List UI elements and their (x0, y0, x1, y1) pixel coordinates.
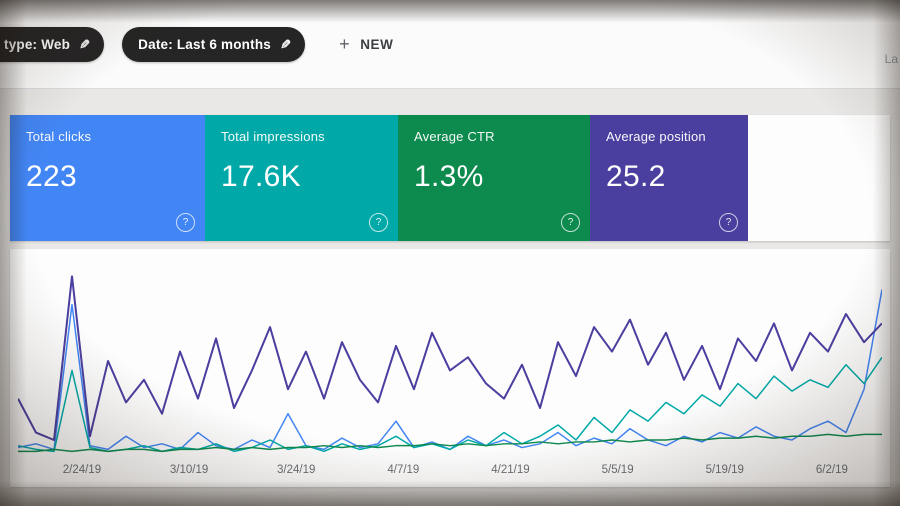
x-tick-label: 4/7/19 (387, 464, 420, 476)
x-tick-label: 2/24/19 (62, 464, 102, 476)
help-icon[interactable]: ? (719, 213, 738, 232)
card-value: 223 (26, 160, 77, 193)
series-line-average-position (18, 275, 882, 441)
date-filter-label: Date: Last 6 months (138, 36, 271, 52)
x-axis-tick-labels: 2/24/19 3/10/19 3/24/19 4/7/19 4/21/19 5/5/19… (18, 459, 882, 485)
card-title: Total clicks (26, 129, 92, 144)
x-tick-label: 5/5/19 (601, 464, 634, 476)
x-tick-label: 4/21/19 (491, 464, 530, 476)
search-type-filter-chip[interactable]: type: Web ✎ (0, 26, 105, 62)
search-type-filter-label: type: Web (4, 36, 71, 52)
help-icon[interactable]: ? (369, 213, 388, 232)
new-filter-button[interactable]: + NEW (333, 33, 399, 56)
average-ctr-card[interactable]: Average CTR 1.3% ? (398, 115, 590, 241)
edit-pencil-icon: ✎ (279, 36, 292, 52)
edit-pencil-icon: ✎ (79, 36, 91, 52)
x-tick-label: 3/10/19 (169, 464, 209, 476)
card-title: Total impressions (221, 129, 325, 144)
metric-cards-row: Total clicks 223 ? Total impressions 17.… (10, 115, 890, 241)
x-tick-label: 3/24/19 (277, 464, 316, 476)
x-tick-label: 6/2/19 (815, 464, 848, 476)
performance-report: Total clicks 223 ? Total impressions 17.… (0, 89, 900, 487)
help-icon[interactable]: ? (176, 213, 195, 232)
average-position-card[interactable]: Average position 25.2 ? (590, 115, 748, 241)
card-value: 25.2 (606, 160, 666, 193)
total-clicks-card[interactable]: Total clicks 223 ? (10, 115, 205, 241)
total-impressions-card[interactable]: Total impressions 17.6K ? (205, 115, 398, 241)
card-title: Average position (606, 129, 706, 144)
help-icon[interactable]: ? (561, 213, 580, 232)
top-bar: type: Web ✎ Date: Last 6 months ✎ + NEW … (0, 0, 900, 89)
last-updated-truncated-text: La (884, 52, 898, 66)
x-tick-label: 5/19/19 (705, 464, 744, 476)
performance-line-chart (18, 275, 882, 453)
card-value: 17.6K (221, 160, 301, 193)
date-filter-chip[interactable]: Date: Last 6 months ✎ (122, 26, 306, 62)
new-filter-label: NEW (360, 36, 394, 52)
cards-row-filler (748, 115, 890, 241)
plus-icon: + (339, 33, 351, 54)
card-title: Average CTR (414, 129, 495, 144)
performance-chart-card: 2/24/19 3/10/19 3/24/19 4/7/19 4/21/19 5/5/19… (10, 249, 890, 487)
card-value: 1.3% (414, 160, 484, 193)
